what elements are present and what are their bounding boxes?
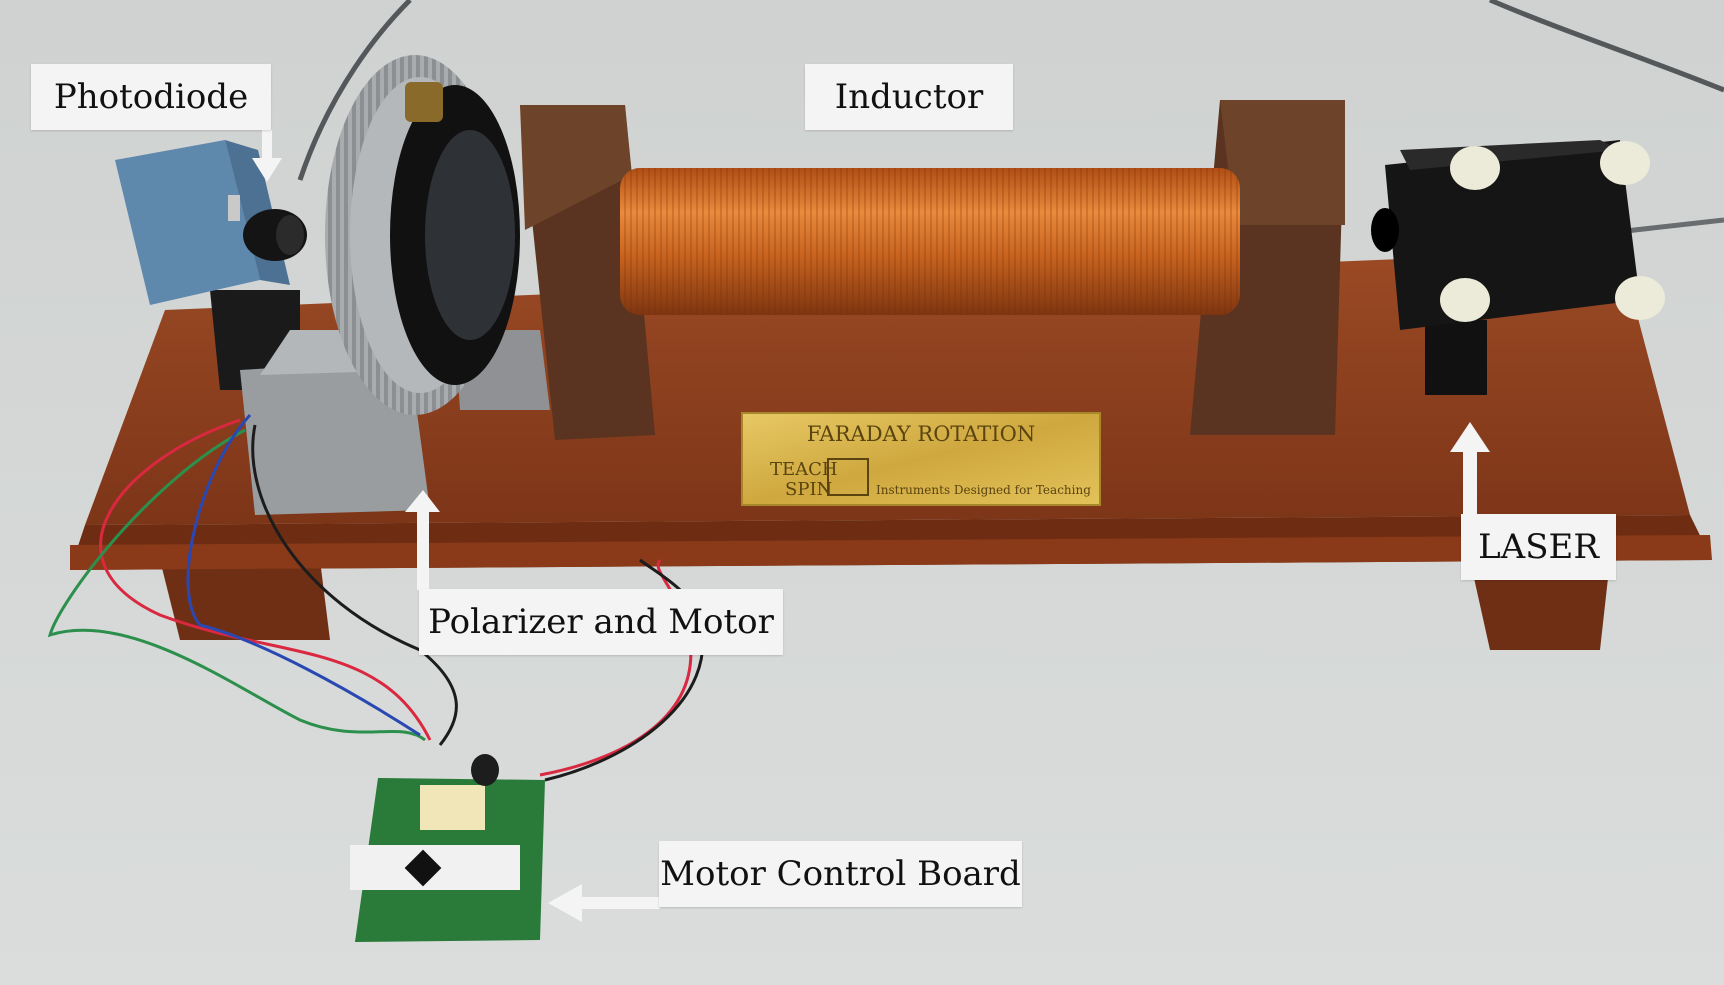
photodiode-box — [115, 140, 260, 305]
photodiode-switch — [228, 195, 240, 221]
laser-post — [1425, 320, 1487, 395]
laser-aperture — [1371, 208, 1399, 252]
control-board-driver — [420, 785, 485, 830]
label-photodiode: Photodiode — [31, 64, 271, 130]
polarizer-knob — [405, 82, 443, 122]
nameplate-title: FARADAY ROTATION — [807, 422, 1035, 446]
control-board-chip — [404, 849, 442, 887]
wooden-base-trim — [70, 535, 1712, 570]
cable-top-right — [1489, 0, 1724, 93]
cable-top-left — [297, 0, 412, 181]
laser-screw-2 — [1600, 141, 1650, 185]
laser-housing — [1385, 140, 1640, 330]
label-laser: LASER — [1461, 514, 1616, 580]
base-leg-left — [160, 560, 330, 640]
arrow-polarizer — [405, 490, 440, 590]
base-leg-right — [1470, 560, 1610, 650]
nameplate-brand-line2: SPIN — [785, 479, 832, 500]
laser-screw-3 — [1440, 278, 1490, 322]
nameplate — [741, 412, 1101, 506]
arrow-photodiode — [252, 130, 282, 182]
wire-green — [47, 428, 426, 742]
arrow-laser — [1450, 422, 1490, 516]
label-polarizer-and-motor: Polarizer and Motor — [419, 589, 783, 655]
coil-support-right-face — [1220, 100, 1345, 225]
label-inductor: Inductor — [805, 64, 1013, 130]
laser-screw-1 — [1450, 146, 1500, 190]
nameplate-logo — [827, 458, 869, 496]
wire-red — [99, 418, 432, 741]
control-board-capacitor — [471, 754, 499, 786]
laser-screw-4 — [1615, 276, 1665, 320]
wire-black — [251, 424, 458, 746]
nameplate-brand-line1: TEACH — [770, 459, 838, 480]
inductor-coil-windings — [620, 168, 1240, 315]
nameplate-tagline: Instruments Designed for Teaching — [876, 483, 1091, 497]
photodiode-lens-inner — [276, 215, 304, 255]
polarizer-lens — [425, 130, 515, 340]
coil-support-left-face — [520, 105, 632, 230]
label-motor-control-board: Motor Control Board — [659, 841, 1022, 907]
wire-blue — [186, 413, 421, 737]
arrow-board — [548, 884, 660, 922]
